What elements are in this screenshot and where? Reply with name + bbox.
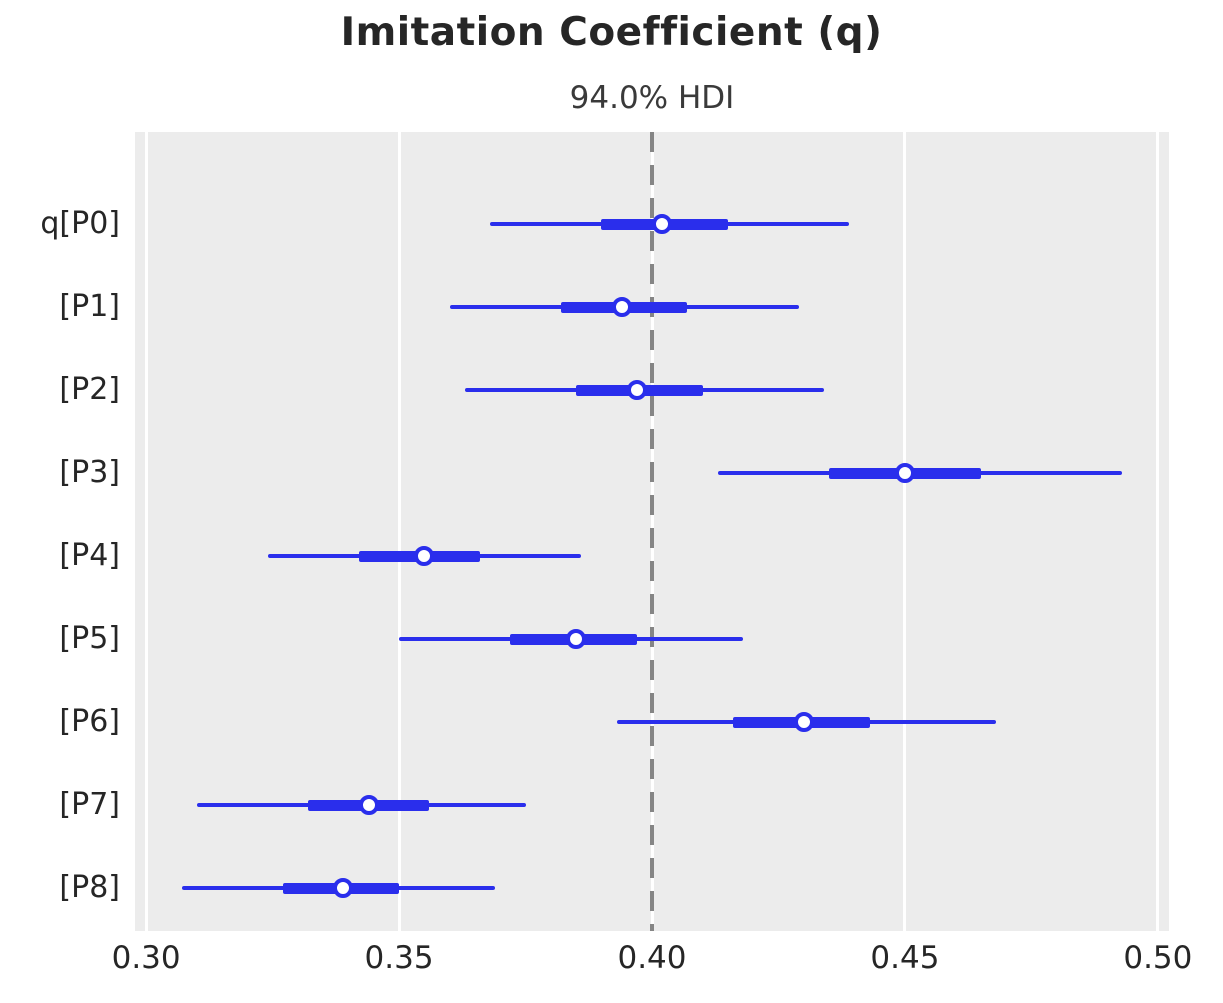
x-gridline [144, 132, 148, 931]
chart-title: Imitation Coefficient (q) [340, 10, 883, 55]
x-gridline [397, 132, 401, 931]
point-estimate-marker [566, 629, 587, 649]
y-tick-label: [P2] [59, 372, 120, 407]
point-estimate-marker [652, 214, 673, 234]
y-tick-label: [P1] [59, 289, 120, 324]
point-estimate-marker [358, 795, 379, 815]
x-gridline [1156, 132, 1160, 931]
reference-line [650, 132, 654, 931]
chart-subtitle: 94.0% HDI [569, 80, 735, 116]
point-estimate-marker [626, 380, 647, 400]
point-estimate-marker [894, 463, 915, 483]
y-axis-labels: q[P0] [P1] [P2] [P3] [P4] [P5] [P6] [P7] [P8] [0, 132, 120, 931]
y-tick-label: [P3] [59, 455, 120, 490]
x-tick-label: 0.40 [617, 940, 687, 976]
x-axis-tick-labels: 0.30 0.35 0.40 0.45 0.50 [112, 940, 1193, 984]
y-tick-label: [P4] [59, 538, 120, 573]
x-tick-label: 0.50 [1123, 940, 1193, 976]
y-tick-label: [P6] [59, 704, 120, 739]
point-estimate-marker [611, 297, 632, 317]
x-tick-label: 0.45 [870, 940, 940, 976]
point-estimate-marker [793, 712, 814, 732]
y-tick-label: q[P0] [40, 206, 120, 241]
y-tick-label: [P7] [59, 787, 120, 822]
plot-area [135, 132, 1169, 931]
y-tick-label: [P5] [59, 621, 120, 656]
x-tick-label: 0.35 [364, 940, 434, 976]
y-tick-label: [P8] [59, 870, 120, 905]
point-estimate-marker [414, 546, 435, 566]
x-tick-label: 0.30 [111, 940, 181, 976]
point-estimate-marker [333, 878, 354, 898]
x-gridline [903, 132, 907, 931]
